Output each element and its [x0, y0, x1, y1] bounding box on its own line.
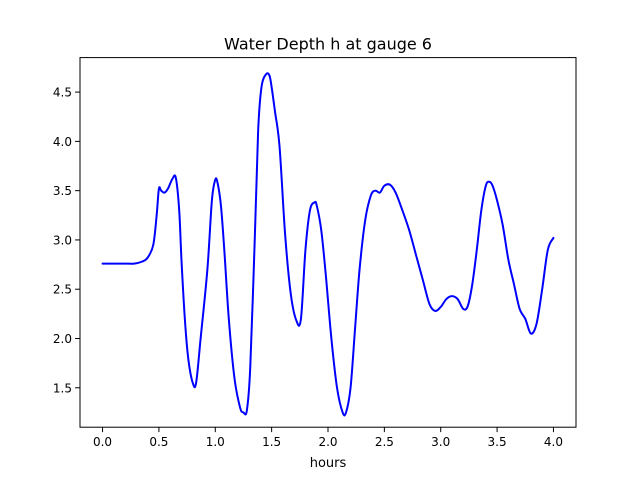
x-axis-ticks: 0.0 0.5 1.0 1.5 2.0 2.5 3.0 3.5 4.0	[93, 427, 563, 449]
chart-title: Water Depth h at gauge 6	[224, 35, 432, 54]
x-tick-label: 0.5	[149, 435, 168, 449]
y-axis-ticks: 1.5 2.0 2.5 3.0 3.5 4.0 4.5	[53, 86, 80, 395]
x-tick-label: 0.0	[93, 435, 112, 449]
x-axis-label: hours	[310, 456, 347, 471]
axes-frame	[79, 57, 577, 428]
y-tick-label: 2.5	[53, 283, 72, 297]
x-tick-label: 2.5	[375, 435, 394, 449]
plot-area	[101, 72, 555, 417]
x-tick-label: 1.0	[206, 435, 225, 449]
y-tick-label: 1.5	[53, 381, 72, 395]
x-tick-label: 2.0	[318, 435, 337, 449]
y-tick-label: 2.0	[53, 332, 72, 346]
y-tick-label: 4.5	[53, 86, 72, 100]
y-tick-label: 3.5	[53, 184, 72, 198]
series-line-gauge-6	[101, 72, 555, 417]
x-tick-label: 3.5	[488, 435, 507, 449]
x-tick-label: 3.0	[431, 435, 450, 449]
y-tick-label: 4.0	[53, 135, 72, 149]
x-tick-label: 4.0	[544, 435, 563, 449]
y-tick-label: 3.0	[53, 233, 72, 247]
x-tick-label: 1.5	[262, 435, 281, 449]
